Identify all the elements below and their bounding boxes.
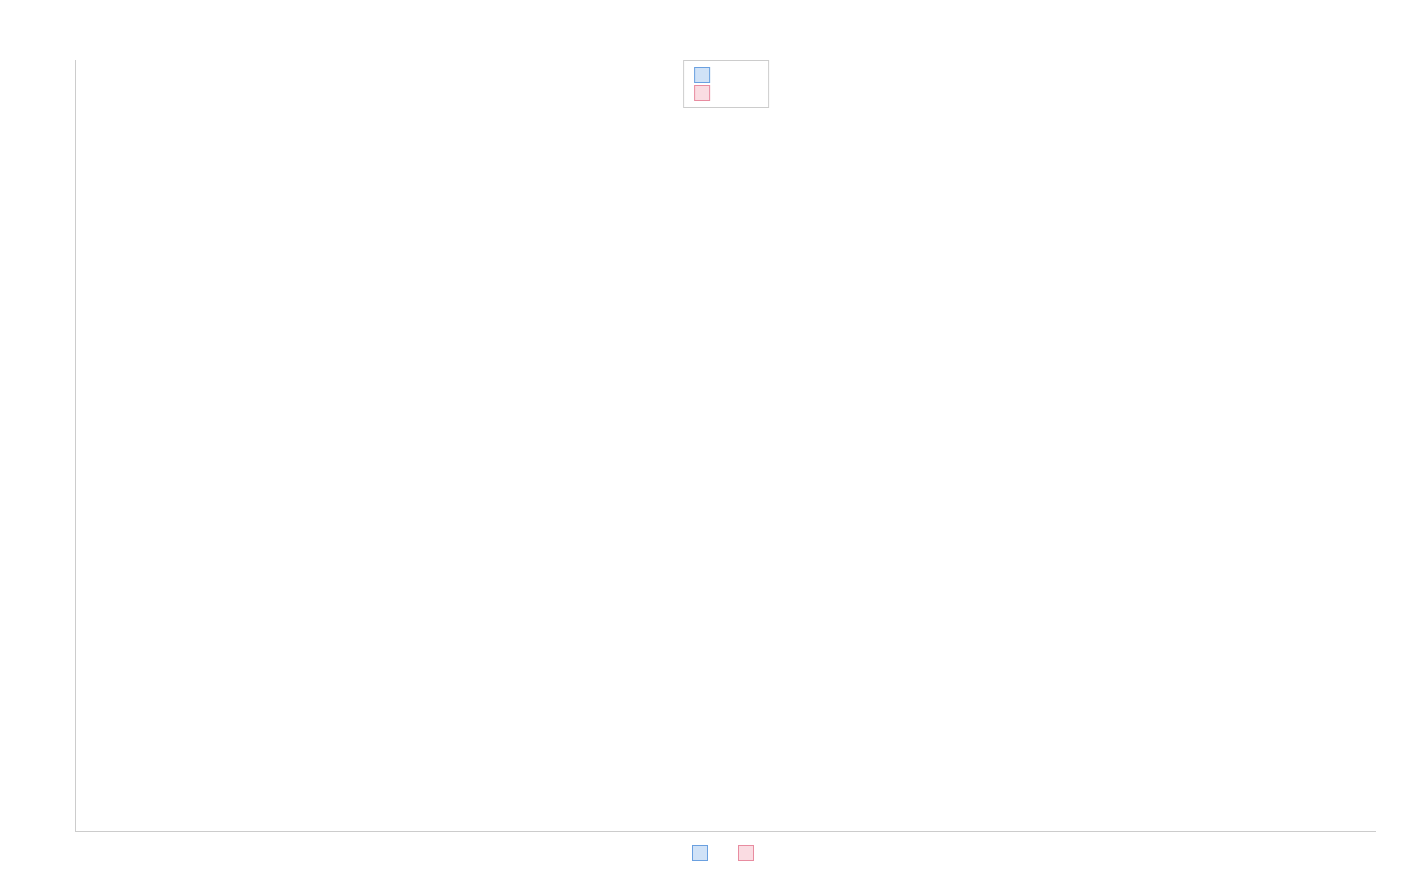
legend-item-1 xyxy=(692,845,714,861)
legend-swatch-blue xyxy=(692,845,708,861)
plot-area xyxy=(75,60,1376,832)
legend-swatch-blue xyxy=(694,67,710,83)
correlation-legend xyxy=(683,60,769,108)
legend-swatch-pink xyxy=(738,845,754,861)
scatter-points-layer xyxy=(76,60,1376,831)
legend-swatch-pink xyxy=(694,85,710,101)
legend-row-series-1 xyxy=(694,67,758,83)
legend-item-2 xyxy=(738,845,760,861)
chart-container xyxy=(20,50,1386,872)
legend-row-series-2 xyxy=(694,85,758,101)
series-legend xyxy=(692,845,760,861)
